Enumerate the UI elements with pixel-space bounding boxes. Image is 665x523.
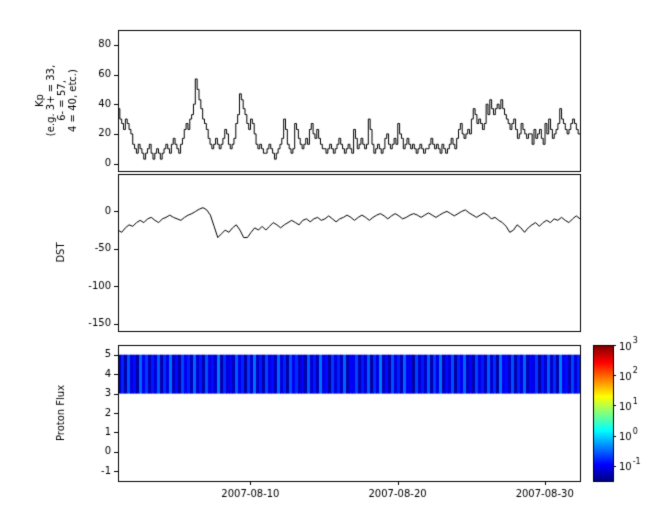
time-series-figure-canvas (0, 0, 665, 523)
figure (0, 0, 665, 523)
